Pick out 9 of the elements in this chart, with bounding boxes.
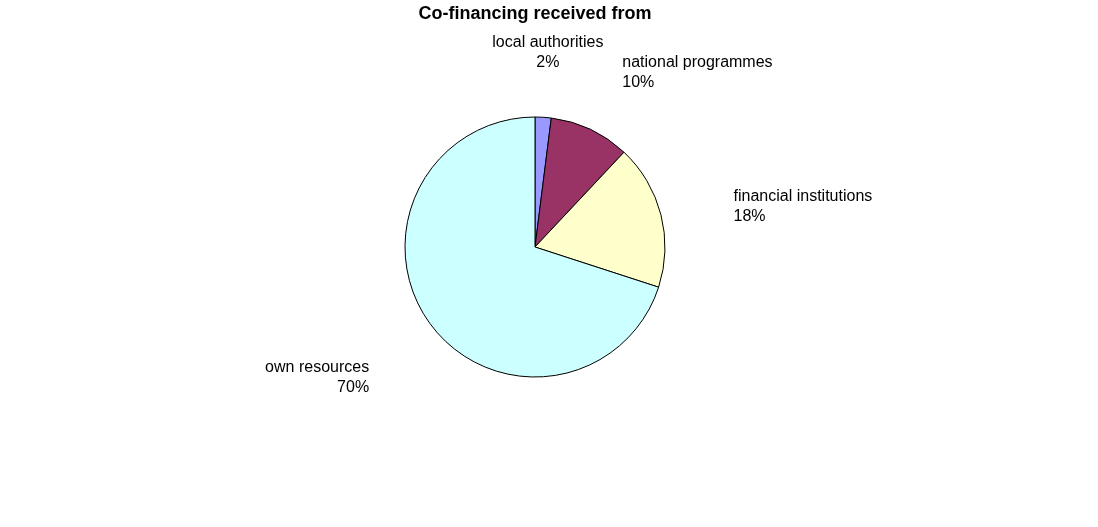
slice-label: national programmes [622, 52, 773, 70]
chart-title: Co-financing received from [418, 3, 652, 23]
data-label: 10% [622, 72, 655, 90]
slice-label: financial institutions [733, 187, 873, 205]
data-label: 18% [733, 207, 766, 225]
slice-label: local authorities [492, 33, 604, 51]
data-label: 70% [337, 378, 370, 396]
slice-label: own resources [265, 358, 370, 376]
data-label: 2% [536, 53, 560, 71]
